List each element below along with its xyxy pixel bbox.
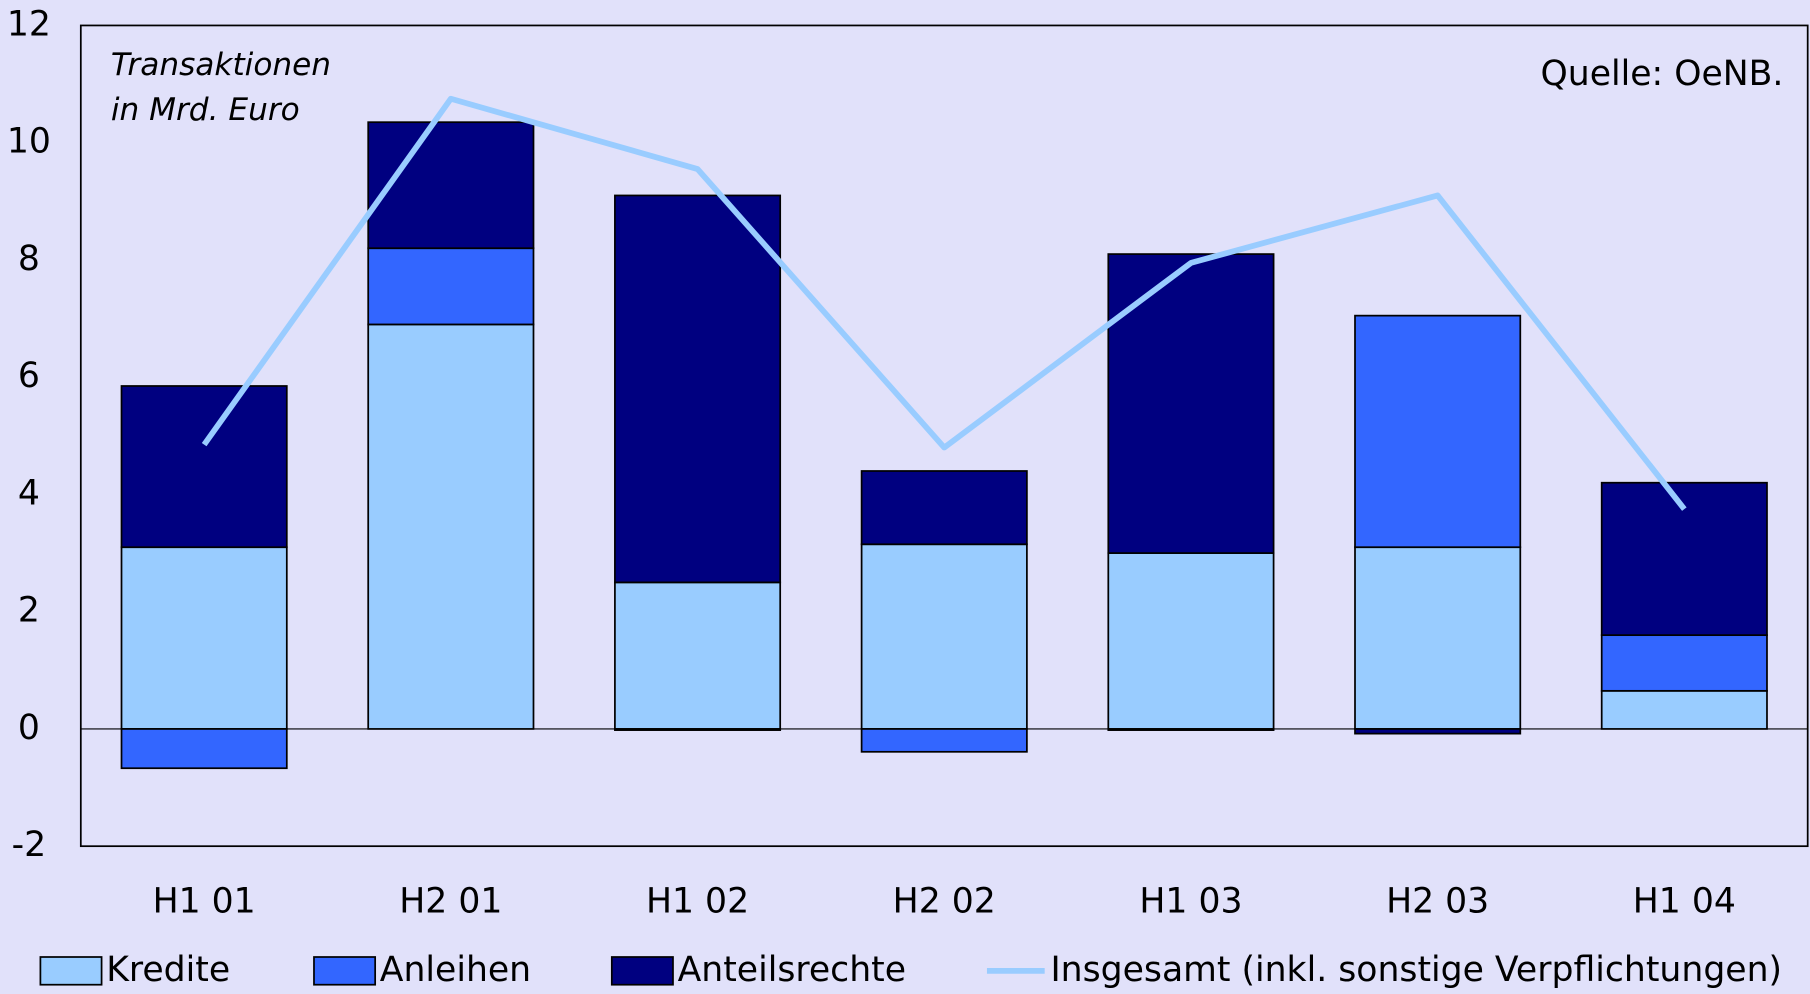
total-line — [201, 95, 1687, 511]
bar-segment — [860, 543, 1028, 730]
annotation: Transaktionen — [111, 47, 331, 83]
y-tick-label: 12 — [7, 4, 51, 44]
y-tick-label: -2 — [12, 825, 47, 865]
x-tick-label: H1 03 — [1139, 882, 1242, 922]
x-tick-label: H2 02 — [893, 882, 996, 922]
bar-segment — [367, 121, 535, 250]
bar-segment — [1354, 314, 1522, 549]
y-tick-label: 10 — [7, 122, 51, 162]
legend-label: Insgesamt (inkl. sonstige Verpflichtunge… — [1050, 950, 1782, 990]
bar-segment — [860, 470, 1028, 546]
bar-segment — [1107, 728, 1275, 731]
bar-segment — [614, 728, 782, 731]
legend-swatch — [313, 956, 377, 986]
x-tick-label: H1 04 — [1633, 882, 1736, 922]
bar-segment — [614, 194, 782, 584]
annotation: in Mrd. Euro — [111, 92, 300, 128]
x-tick-label: H1 01 — [153, 882, 256, 922]
bar-segment — [860, 728, 1028, 753]
bar-segment — [120, 546, 288, 730]
legend-swatch — [610, 956, 674, 986]
y-tick-label: 4 — [18, 473, 40, 513]
plot-area — [79, 24, 1809, 848]
y-tick-label: 0 — [18, 708, 40, 748]
y-tick-label: 6 — [18, 356, 40, 396]
bar-segment — [1600, 689, 1768, 730]
legend-label: Kredite — [106, 950, 230, 990]
bar-segment — [367, 323, 535, 730]
x-tick-label: H2 01 — [399, 882, 502, 922]
bar-segment — [120, 385, 288, 549]
source: Quelle: OeNB. — [1541, 54, 1784, 94]
bar-segment — [1600, 634, 1768, 692]
bar-segment — [120, 728, 288, 770]
bar-segment — [1354, 546, 1522, 730]
bar-segment — [1354, 728, 1522, 735]
y-tick-label: 8 — [18, 239, 40, 279]
bar-segment — [367, 247, 535, 326]
legend-label: Anleihen — [380, 950, 531, 990]
x-tick-label: H1 02 — [646, 882, 749, 922]
bar-segment — [1107, 253, 1275, 554]
y-tick-label: 2 — [18, 591, 40, 631]
x-tick-label: H2 03 — [1386, 882, 1489, 922]
legend-swatch — [39, 956, 103, 986]
bar-segment — [614, 581, 782, 730]
bar-segment — [1107, 552, 1275, 730]
legend-label: Anteilsrechte — [678, 950, 906, 990]
